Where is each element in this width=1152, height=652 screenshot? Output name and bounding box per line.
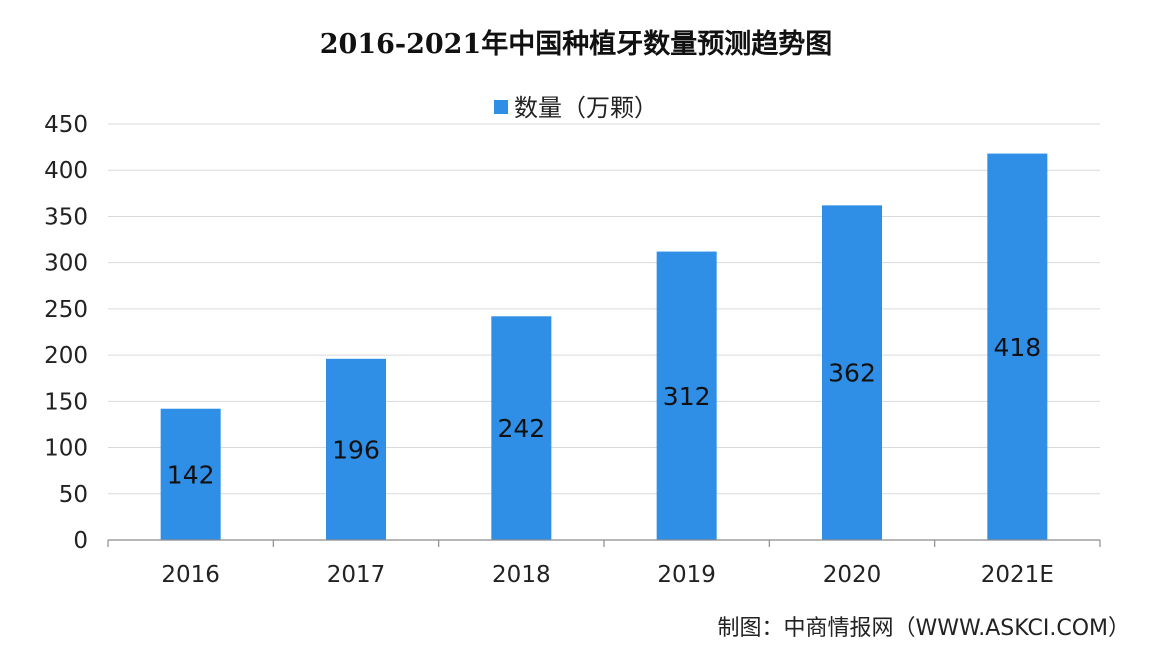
y-tick-label: 50	[59, 482, 88, 508]
y-tick-label: 150	[44, 389, 88, 415]
bar	[822, 205, 882, 540]
y-tick-label: 200	[44, 343, 88, 369]
y-tick-label: 450	[44, 112, 88, 138]
x-tick-label: 2017	[327, 562, 386, 588]
x-tick-label: 2020	[823, 562, 882, 588]
x-tick-label: 2018	[492, 562, 551, 588]
x-tick-label: 2019	[657, 562, 716, 588]
chart-title: 2016-2021年中国种植牙数量预测趋势图	[319, 29, 833, 60]
legend-swatch	[494, 100, 508, 114]
x-tick-label: 2016	[161, 562, 220, 588]
data-label: 242	[497, 414, 545, 443]
bar	[491, 316, 552, 540]
data-label: 362	[828, 359, 876, 388]
bar	[160, 408, 221, 540]
bar	[326, 358, 386, 540]
bar	[987, 153, 1048, 541]
y-tick-label: 100	[44, 436, 88, 462]
legend: 数量（万颗）	[0, 88, 1152, 123]
legend-label: 数量（万颗）	[514, 94, 658, 122]
y-tick-label: 250	[44, 297, 88, 323]
y-tick-label: 400	[44, 158, 88, 184]
data-label: 312	[663, 382, 711, 411]
data-label: 142	[167, 460, 215, 489]
y-tick-label: 350	[44, 204, 88, 230]
y-tick-label: 300	[44, 251, 88, 277]
data-label: 196	[332, 435, 380, 464]
source-credit: 制图：中商情报网（WWW.ASKCI.COM）	[717, 616, 1130, 641]
x-tick-label: 2021E	[981, 562, 1054, 588]
data-label: 418	[993, 333, 1041, 362]
bar	[656, 251, 717, 540]
y-tick-label: 0	[73, 528, 88, 554]
